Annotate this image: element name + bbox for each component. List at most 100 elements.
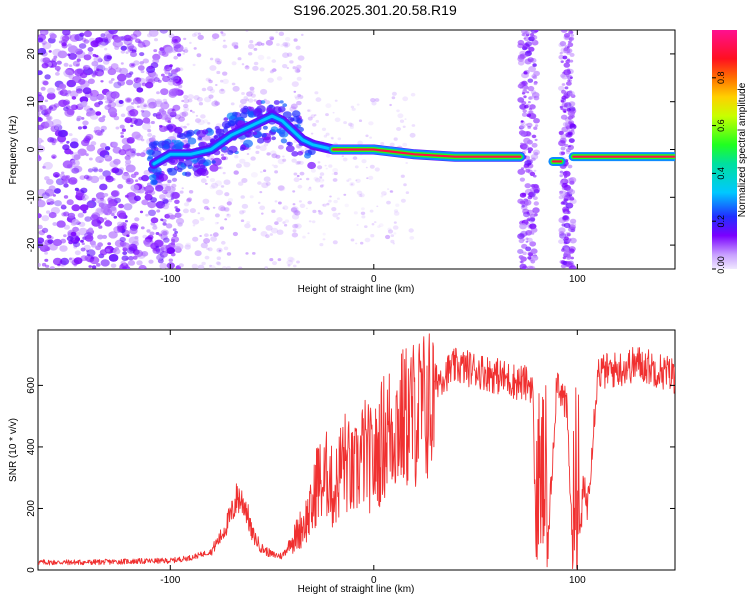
speckle-blob bbox=[532, 208, 537, 212]
speckle-blob bbox=[168, 72, 173, 77]
speckle-blob bbox=[46, 92, 56, 100]
speckle-blob bbox=[332, 111, 335, 114]
speckle-blob bbox=[149, 231, 155, 236]
speckle-blob bbox=[173, 55, 178, 60]
speckle-blob bbox=[73, 165, 83, 173]
speckle-blob bbox=[207, 247, 213, 252]
speckle-blob bbox=[295, 161, 300, 165]
speckle-blob bbox=[118, 203, 124, 209]
speckle-blob bbox=[523, 84, 529, 90]
speckle-blob bbox=[152, 225, 158, 230]
speckle-blob bbox=[154, 100, 163, 107]
speckle-blob bbox=[564, 94, 568, 97]
speckle-blob bbox=[307, 187, 312, 191]
speckle-blob bbox=[163, 237, 170, 243]
speckle-blob bbox=[209, 234, 213, 237]
speckle-blob bbox=[277, 258, 282, 262]
speckle-blob bbox=[525, 123, 528, 126]
speckle-blob bbox=[171, 76, 180, 83]
speckle-blob bbox=[245, 65, 249, 68]
speckle-blob bbox=[189, 109, 193, 112]
speckle-blob bbox=[171, 238, 176, 243]
speckle-blob bbox=[51, 141, 56, 146]
speckle-blob bbox=[558, 195, 564, 200]
speckle-blob bbox=[123, 203, 133, 211]
speckle-blob bbox=[532, 75, 538, 80]
speckle-blob bbox=[164, 101, 168, 105]
speckle-blob bbox=[205, 77, 211, 82]
snr-series bbox=[38, 333, 675, 570]
speckle-blob bbox=[356, 103, 360, 106]
speckle-blob bbox=[56, 87, 61, 91]
speckle-blob bbox=[174, 126, 183, 134]
speckle-blob bbox=[114, 45, 120, 50]
speckle-blob bbox=[141, 39, 151, 47]
speckle-blob bbox=[293, 90, 297, 93]
snr-line bbox=[38, 333, 675, 570]
speckle-blob bbox=[61, 179, 68, 185]
speckle-blob bbox=[287, 264, 291, 267]
speckle-blob bbox=[104, 47, 108, 51]
speckle-blob bbox=[376, 205, 379, 208]
speckle-blob bbox=[566, 51, 571, 55]
speckle-blob bbox=[130, 51, 137, 58]
speckle-blob bbox=[565, 148, 571, 153]
speckle-blob bbox=[182, 208, 189, 214]
speckle-blob bbox=[98, 116, 106, 123]
speckle-blob bbox=[231, 43, 237, 47]
speckle-blob bbox=[386, 200, 391, 205]
speckle-blob bbox=[61, 171, 65, 175]
speckle-blob bbox=[148, 209, 156, 216]
speckle-blob bbox=[162, 231, 168, 236]
speckle-blob bbox=[204, 96, 212, 103]
speckle-blob bbox=[307, 109, 312, 112]
speckle-blob bbox=[370, 98, 376, 103]
speckle-blob bbox=[189, 208, 196, 214]
speckle-blob bbox=[533, 126, 538, 130]
speckle-blob bbox=[219, 226, 225, 230]
speckle-blob bbox=[319, 172, 325, 176]
speckle-blob bbox=[183, 103, 189, 109]
speckle-blob bbox=[61, 42, 67, 47]
speckle-blob bbox=[130, 148, 137, 153]
speckle-blob bbox=[162, 222, 167, 226]
speckle-blob bbox=[226, 201, 232, 206]
speckle-blob bbox=[224, 218, 228, 221]
speckle-blob bbox=[232, 231, 238, 237]
speckle-blob bbox=[77, 212, 84, 218]
speckle-blob bbox=[264, 100, 271, 105]
speckle-blob bbox=[521, 33, 525, 36]
speckle-blob bbox=[259, 67, 265, 72]
speckle-blob bbox=[405, 162, 409, 164]
speckle-blob bbox=[521, 30, 528, 35]
speckle-blob bbox=[209, 164, 219, 172]
speckle-blob bbox=[42, 57, 51, 64]
speckle-blob bbox=[128, 256, 134, 261]
speckle-blob bbox=[168, 258, 173, 262]
speckle-blob bbox=[174, 199, 180, 204]
speckle-blob bbox=[52, 156, 56, 159]
speckle-blob bbox=[122, 266, 127, 269]
speckle-blob bbox=[297, 55, 305, 61]
speckle-blob bbox=[523, 164, 529, 169]
speckle-blob bbox=[39, 104, 47, 111]
speckle-blob bbox=[533, 174, 537, 178]
speckle-blob bbox=[317, 161, 321, 164]
speckle-blob bbox=[146, 229, 151, 233]
speckle-blob bbox=[142, 123, 151, 131]
speckle-blob bbox=[517, 56, 525, 62]
speckle-blob bbox=[403, 183, 407, 187]
speckle-blob bbox=[111, 167, 120, 174]
speckle-blob bbox=[517, 249, 524, 254]
speckle-blob bbox=[533, 169, 537, 172]
speckle-blob bbox=[389, 103, 392, 107]
speckle-blob bbox=[261, 42, 265, 46]
speckle-blob bbox=[42, 80, 49, 86]
speckle-blob bbox=[331, 207, 337, 212]
speckle-blob bbox=[64, 108, 75, 117]
speckle-blob bbox=[71, 96, 77, 100]
speckle-blob bbox=[271, 164, 275, 167]
speckle-blob bbox=[282, 158, 287, 162]
speckle-blob bbox=[77, 148, 87, 156]
